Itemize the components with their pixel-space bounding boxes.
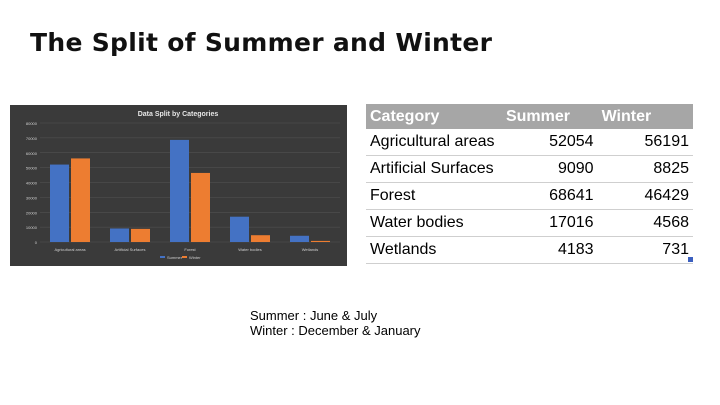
table-row: Water bodies 17016 4568 bbox=[366, 209, 693, 237]
cell-summer: 52054 bbox=[501, 129, 598, 156]
table-header-row: Category Summer Winter bbox=[366, 104, 693, 129]
cell-category: Artificial Surfaces bbox=[366, 155, 502, 183]
x-tick-label: Agricultural areas bbox=[54, 247, 85, 252]
header-category: Category bbox=[366, 104, 502, 129]
y-tick-label: 40000 bbox=[26, 181, 38, 186]
bar-summer bbox=[110, 228, 129, 242]
y-tick-label: 10000 bbox=[26, 225, 38, 230]
x-tick-label: Forest bbox=[184, 247, 196, 252]
note-summer: Summer : June & July bbox=[250, 308, 378, 323]
bar-summer bbox=[50, 164, 69, 242]
y-tick-label: 30000 bbox=[26, 195, 38, 200]
cell-summer: 9090 bbox=[501, 155, 598, 183]
table-row: Forest 68641 46429 bbox=[366, 182, 693, 210]
cell-summer: 17016 bbox=[501, 209, 598, 237]
bar-chart: Data Split by Categories 0 10000 20000 3000… bbox=[10, 105, 347, 266]
cell-winter: 8825 bbox=[597, 155, 693, 183]
legend-label: Winter bbox=[189, 255, 201, 260]
cell-summer: 68641 bbox=[501, 182, 598, 210]
x-tick-label: Wetlands bbox=[302, 247, 319, 252]
cell-summer: 4183 bbox=[501, 236, 598, 264]
header-winter: Winter bbox=[597, 104, 693, 129]
bar-summer bbox=[170, 139, 189, 242]
bar-summer bbox=[290, 235, 309, 242]
cell-winter: 56191 bbox=[597, 129, 693, 156]
bar-winter bbox=[191, 172, 210, 242]
cell-winter: 46429 bbox=[597, 182, 693, 210]
y-tick-label: 70000 bbox=[26, 136, 38, 141]
cell-category: Water bodies bbox=[366, 209, 502, 237]
y-tick-label: 20000 bbox=[26, 210, 38, 215]
legend-swatch bbox=[182, 256, 187, 258]
cell-category: Forest bbox=[366, 182, 502, 210]
bar-winter bbox=[311, 240, 330, 242]
cell-winter: 4568 bbox=[597, 209, 693, 237]
chart-title: Data Split by Categories bbox=[138, 111, 219, 118]
header-summer: Summer bbox=[501, 104, 598, 129]
season-notes: Summer : June & July Winter : December &… bbox=[250, 308, 421, 338]
y-tick-label: 0 bbox=[35, 240, 38, 245]
chart-svg: Data Split by Categories 0 10000 20000 3000… bbox=[26, 111, 340, 260]
cell-winter: 731 bbox=[597, 236, 693, 264]
y-tick-label: 50000 bbox=[26, 166, 38, 171]
resize-handle-icon bbox=[688, 257, 693, 262]
x-tick-label: Artificial Surfaces bbox=[115, 247, 146, 252]
cell-category: Agricultural areas bbox=[366, 129, 502, 156]
legend-label: Summer bbox=[167, 255, 183, 260]
slide-title: The Split of Summer and Winter bbox=[30, 28, 493, 57]
bar-summer bbox=[230, 216, 249, 242]
data-table: Category Summer Winter Agricultural area… bbox=[366, 104, 693, 264]
table-row: Wetlands 4183 731 bbox=[366, 236, 693, 264]
bar-winter bbox=[71, 158, 90, 242]
bar-winter bbox=[251, 235, 270, 242]
note-winter: Winter : December & January bbox=[250, 323, 421, 338]
cell-category: Wetlands bbox=[366, 236, 502, 264]
table-row: Agricultural areas 52054 56191 bbox=[366, 129, 693, 156]
legend-swatch bbox=[160, 256, 165, 258]
y-tick-label: 60000 bbox=[26, 151, 38, 156]
x-tick-label: Water bodies bbox=[238, 247, 261, 252]
bar-winter bbox=[131, 228, 150, 242]
y-tick-label: 80000 bbox=[26, 121, 38, 126]
table-row: Artificial Surfaces 9090 8825 bbox=[366, 155, 693, 183]
